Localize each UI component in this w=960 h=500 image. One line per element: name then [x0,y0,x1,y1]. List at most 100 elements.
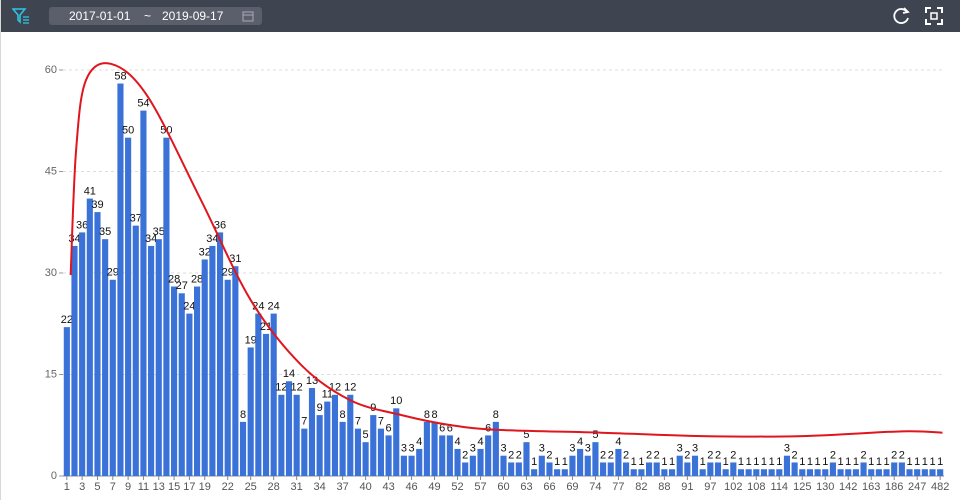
value-label: 2 [860,449,866,461]
bar [546,462,553,476]
bar [431,421,438,476]
x-tick-label: 15 [168,481,180,493]
value-label: 13 [306,375,318,387]
value-label: 1 [937,456,943,468]
value-label: 29 [107,267,119,279]
bar [783,455,791,476]
bar [339,421,346,476]
bar [837,469,844,476]
value-label: 27 [176,280,188,292]
value-label: 1 [914,456,920,468]
value-label: 1 [876,456,882,468]
value-label: 8 [493,409,499,421]
bar [316,415,323,476]
bar [71,245,78,476]
x-tick-label: 1 [64,481,70,493]
x-tick-label: 31 [291,481,303,493]
value-label: 2 [707,449,713,461]
bar [661,469,668,476]
bar [638,469,645,476]
value-label: 5 [592,429,598,441]
date-range[interactable]: 2017-01-01 ~ 2019-09-17 [49,7,262,25]
x-tick-label: 19 [199,481,211,493]
bar [393,408,400,476]
value-label: 3 [692,443,698,455]
value-label: 24 [252,301,264,313]
refresh-icon[interactable] [892,6,912,26]
bar [515,462,522,476]
bar [745,469,752,476]
value-label: 1 [562,456,568,468]
x-tick-label: 97 [704,481,716,493]
bar [408,455,415,476]
value-label: 31 [229,253,241,265]
value-label: 2 [654,449,660,461]
value-label: 2 [508,449,514,461]
bar [791,462,798,476]
bar [102,239,109,476]
value-label: 35 [153,226,165,238]
value-label: 2 [792,449,798,461]
fullscreen-icon[interactable] [925,7,943,25]
x-tick-label: 5 [94,481,100,493]
y-tick-label: 30 [45,267,57,279]
value-label: 2 [608,449,614,461]
bar [668,469,676,476]
x-tick-label: 52 [451,481,463,493]
y-tick-label: 15 [45,368,57,380]
x-tick-label: 108 [747,481,765,493]
x-tick-label: 91 [681,481,693,493]
value-label: 1 [638,456,644,468]
bar [806,469,813,476]
value-label: 3 [569,443,575,455]
bar [224,279,231,476]
value-label: 1 [661,456,667,468]
bar [178,293,185,476]
value-label: 1 [799,456,805,468]
value-label: 1 [845,456,851,468]
bar [799,469,806,476]
value-label: 2 [623,449,629,461]
x-tick-label: 125 [793,481,811,493]
bar [653,462,660,476]
fit-curve [69,62,943,438]
bar [446,435,453,476]
x-tick-label: 13 [153,481,165,493]
chart: 0153045601223433641539357295895037115434… [45,62,949,493]
bar [630,469,637,476]
x-tick-label: 74 [589,481,601,493]
x-tick-label: 163 [862,481,880,493]
value-label: 12 [291,382,303,394]
bar [929,469,936,476]
bar [63,327,70,476]
value-label: 2 [600,449,606,461]
bar [852,469,859,476]
bar [270,313,277,476]
value-label: 14 [283,368,295,380]
bar [584,455,591,476]
value-label: 19 [245,334,257,346]
y-tick-label: 45 [45,165,57,177]
value-label: 8 [424,409,430,421]
bar [577,448,584,476]
filter-icon[interactable] [12,7,30,25]
bar [331,394,339,476]
y-tick-label: 60 [45,64,57,76]
bar [324,401,331,476]
value-label: 1 [769,456,775,468]
value-label: 7 [301,416,307,428]
value-label: 1 [631,456,637,468]
x-tick-label: 88 [658,481,670,493]
value-label: 34 [68,233,80,245]
value-label: 1 [753,456,759,468]
value-label: 3 [470,443,476,455]
bar [400,455,407,476]
x-tick-label: 66 [543,481,555,493]
value-label: 39 [91,199,103,211]
bar [492,421,499,476]
bar [278,394,285,476]
x-tick-label: 142 [839,481,857,493]
bar [209,245,216,476]
value-label: 1 [723,456,729,468]
value-label: 4 [477,436,483,448]
